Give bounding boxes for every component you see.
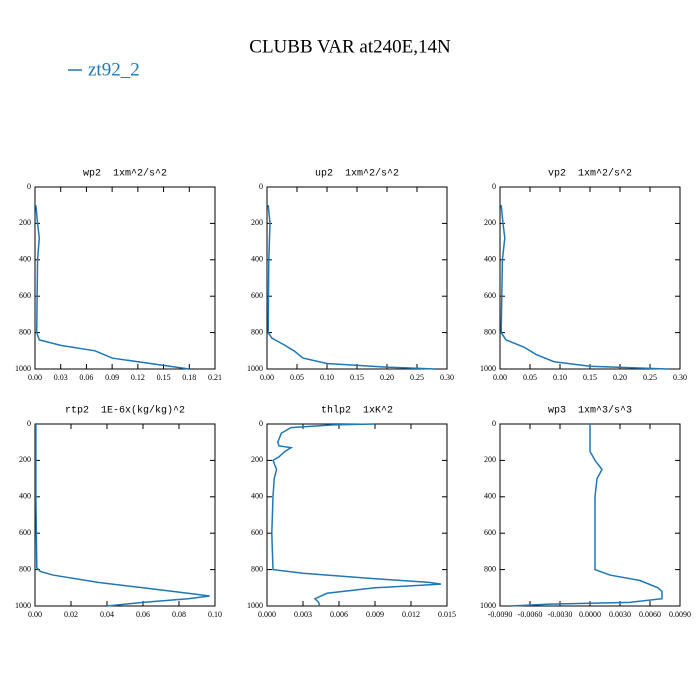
y-tick-label: 1000	[15, 601, 31, 610]
x-tick-label: 0.006	[330, 610, 348, 619]
profile-line	[35, 424, 210, 607]
y-tick-label: 400	[19, 255, 31, 264]
y-tick-label: 600	[484, 291, 496, 300]
y-tick-label: 0	[259, 182, 263, 191]
panel-title: up2 1xm^2/s^2	[315, 168, 399, 180]
x-tick-label: 0.05	[523, 373, 537, 382]
x-tick-label: 0.00	[28, 373, 42, 382]
y-tick-label: 1000	[247, 364, 263, 373]
x-tick-label: 0.00	[493, 373, 507, 382]
x-tick-label: 0.12	[131, 373, 145, 382]
y-tick-label: 1000	[15, 364, 31, 373]
x-tick-label: 0.0060	[639, 610, 661, 619]
y-tick-label: 600	[19, 528, 31, 537]
x-tick-label: 0.0090	[669, 610, 691, 619]
y-tick-label: 0	[27, 419, 31, 428]
x-tick-label: 0.18	[182, 373, 196, 382]
y-tick-label: 600	[19, 291, 31, 300]
y-tick-label: 800	[19, 327, 31, 336]
y-tick-label: 200	[251, 218, 263, 227]
x-tick-label: 0.15	[350, 373, 364, 382]
x-tick-label: 0.05	[290, 373, 304, 382]
x-tick-label: 0.015	[438, 610, 456, 619]
profile-line	[35, 205, 190, 370]
legend-label: zt92_2	[88, 59, 140, 80]
x-tick-label: 0.06	[136, 610, 150, 619]
x-tick-label: 0.02	[64, 610, 78, 619]
x-tick-label: 0.10	[553, 373, 567, 382]
plot-frame	[266, 423, 448, 607]
panel-title: vp2 1xm^2/s^2	[548, 168, 632, 180]
profile-line	[500, 205, 669, 370]
y-tick-label: 800	[19, 564, 31, 573]
x-tick-label: 0.08	[172, 610, 186, 619]
y-tick-label: 400	[19, 492, 31, 501]
y-tick-label: 200	[484, 218, 496, 227]
y-tick-label: 800	[484, 564, 496, 573]
y-tick-label: 600	[484, 528, 496, 537]
x-tick-label: 0.15	[157, 373, 171, 382]
y-tick-label: 200	[19, 218, 31, 227]
x-tick-label: 0.00	[260, 373, 274, 382]
x-tick-label: -0.0030	[548, 610, 573, 619]
x-tick-label: 0.15	[583, 373, 597, 382]
x-tick-label: 0.009	[366, 610, 384, 619]
y-tick-label: 0	[259, 419, 263, 428]
panel-title: wp3 1xm^3/s^3	[548, 405, 632, 417]
x-tick-label: 0.30	[440, 373, 454, 382]
x-tick-label: 0.06	[79, 373, 93, 382]
y-tick-label: 800	[484, 327, 496, 336]
plot-frame	[266, 186, 448, 370]
x-tick-label: 0.003	[294, 610, 312, 619]
x-tick-label: 0.03	[54, 373, 68, 382]
plot-frame	[34, 186, 216, 370]
y-tick-label: 600	[251, 291, 263, 300]
y-tick-label: 400	[484, 492, 496, 501]
plot-frame	[499, 186, 681, 370]
x-tick-label: 0.09	[105, 373, 119, 382]
y-tick-label: 800	[251, 564, 263, 573]
y-tick-label: 600	[251, 528, 263, 537]
y-tick-label: 400	[251, 255, 263, 264]
y-tick-label: 1000	[247, 601, 263, 610]
y-tick-label: 0	[492, 419, 496, 428]
y-tick-label: 400	[251, 492, 263, 501]
y-tick-label: 200	[19, 455, 31, 464]
profile-line	[509, 424, 663, 607]
y-tick-label: 200	[484, 455, 496, 464]
x-tick-label: 0.0030	[609, 610, 631, 619]
x-tick-label: 0.000	[258, 610, 276, 619]
x-tick-label: 0.00	[28, 610, 42, 619]
panel-title: wp2 1xm^2/s^2	[83, 168, 167, 180]
y-tick-label: 0	[27, 182, 31, 191]
y-tick-label: 800	[251, 327, 263, 336]
profile-line	[267, 205, 436, 370]
x-tick-label: 0.21	[208, 373, 222, 382]
y-tick-label: 1000	[480, 601, 496, 610]
x-tick-label: 0.25	[643, 373, 657, 382]
y-tick-label: 400	[484, 255, 496, 264]
x-tick-label: -0.0060	[518, 610, 543, 619]
x-tick-label: 0.0000	[579, 610, 601, 619]
x-tick-label: 0.04	[100, 610, 114, 619]
x-tick-label: 0.25	[410, 373, 424, 382]
y-tick-label: 1000	[480, 364, 496, 373]
x-tick-label: -0.0090	[488, 610, 513, 619]
panel-title: rtp2 1E-6x(kg/kg)^2	[65, 405, 185, 417]
x-tick-label: 0.20	[613, 373, 627, 382]
x-tick-label: 0.30	[673, 373, 687, 382]
y-tick-label: 0	[492, 182, 496, 191]
x-tick-label: 0.10	[320, 373, 334, 382]
figure-title: CLUBB VAR at240E,14N	[249, 36, 451, 57]
panel-title: thlp2 1xK^2	[321, 405, 393, 417]
x-tick-label: 0.20	[380, 373, 394, 382]
plot-frame	[34, 423, 216, 607]
profile-line	[271, 423, 442, 607]
x-tick-label: 0.012	[402, 610, 420, 619]
y-tick-label: 200	[251, 455, 263, 464]
x-tick-label: 0.10	[208, 610, 222, 619]
